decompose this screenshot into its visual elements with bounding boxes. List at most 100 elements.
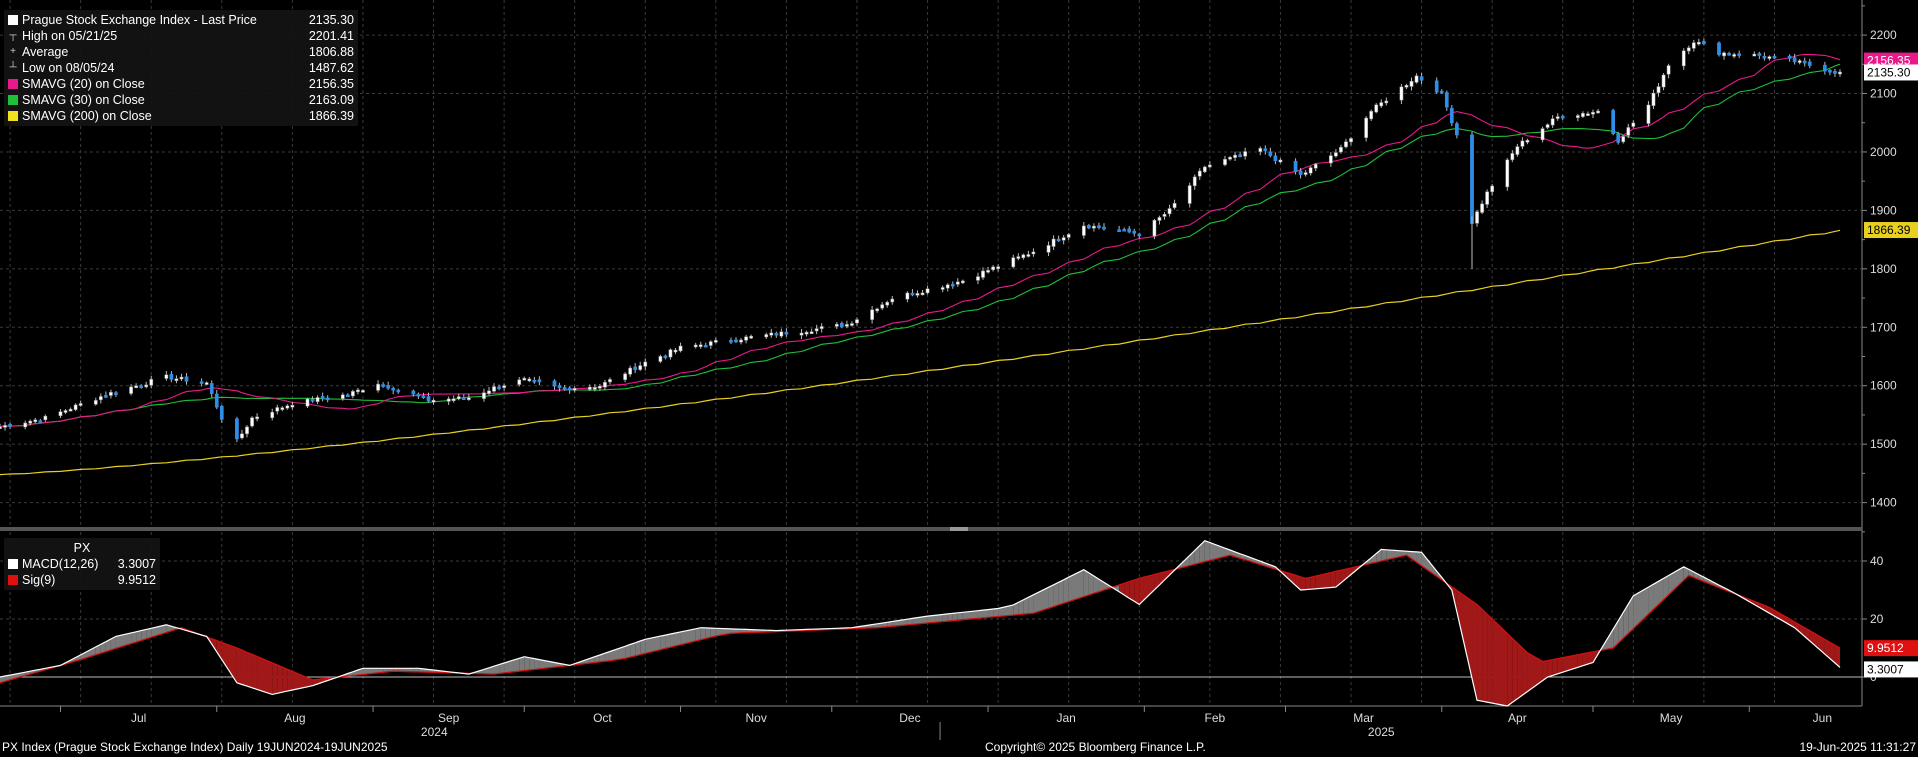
macd-fill-positive <box>660 635 666 650</box>
legend-label: Average <box>22 45 69 59</box>
candle-body <box>1117 229 1121 232</box>
macd-fill-negative <box>1487 614 1493 704</box>
macd-fill-positive <box>1245 555 1261 565</box>
macd-fill-negative <box>287 669 293 692</box>
candle-body <box>1208 164 1212 168</box>
candle-body <box>320 396 325 399</box>
candle-body <box>976 276 980 281</box>
candle-body <box>834 323 839 327</box>
candle-body <box>1016 256 1021 259</box>
candle-body <box>1066 234 1071 238</box>
candle-body <box>713 340 718 343</box>
candle-body <box>1621 136 1626 143</box>
candle-body <box>517 379 522 385</box>
macd-fill-positive <box>131 631 137 644</box>
candle-body <box>1691 42 1696 49</box>
x-tick-label: Apr <box>1508 711 1527 725</box>
candle-body <box>487 390 491 394</box>
candle-body <box>381 384 385 387</box>
candle-body <box>850 323 854 326</box>
macd-fill-positive <box>635 641 641 656</box>
candle-body <box>98 396 103 401</box>
candle-body <box>1515 146 1520 155</box>
x-tick-label: Nov <box>745 711 766 725</box>
macd-fill-positive <box>1088 572 1094 595</box>
candle-body <box>199 381 204 384</box>
low-marker-icon: ┴ <box>9 62 17 73</box>
candle-body <box>104 395 108 398</box>
legend-label: SMAVG (200) on Close <box>22 109 152 123</box>
macd-fill-positive <box>882 622 888 628</box>
candle-body <box>1011 257 1016 268</box>
candle-body <box>280 407 285 410</box>
high-marker-icon: ┬ <box>9 30 17 41</box>
candle-body <box>1626 127 1631 136</box>
candle-body <box>996 266 1000 269</box>
candle-body <box>572 388 577 391</box>
sma200-line <box>0 229 1841 476</box>
candle-body <box>1339 146 1343 153</box>
macd-fill-negative <box>282 667 288 693</box>
candle-body <box>1656 86 1661 93</box>
legend-swatch-icon <box>8 95 18 105</box>
macd-fill-positive <box>736 629 742 634</box>
legend-swatch-icon <box>8 15 18 25</box>
macd-value-tag: 3.3007 <box>1867 662 1904 676</box>
candle-body <box>678 345 683 352</box>
footer-copyright: Copyright© 2025 Bloomberg Finance L.P. <box>985 740 1206 754</box>
candle-body <box>1475 211 1479 224</box>
candle-body <box>819 326 824 329</box>
legend-value: 1487.62 <box>308 61 354 75</box>
candle-body <box>1520 140 1525 147</box>
candle-body <box>603 382 607 388</box>
candle-body <box>451 398 456 402</box>
candle-body <box>991 266 995 270</box>
candle-body <box>1132 230 1137 234</box>
candle-body <box>1455 123 1459 136</box>
macd-fill-positive <box>1618 612 1624 644</box>
macd-fill-positive <box>1628 595 1634 634</box>
candle-body <box>1616 133 1621 143</box>
candle-body <box>1349 138 1353 143</box>
candle-body <box>1752 53 1757 57</box>
candle-body <box>1631 122 1636 127</box>
macd-fill-positive <box>609 646 626 661</box>
candle-body <box>537 379 542 383</box>
candle-body <box>8 424 12 427</box>
macd-fill-positive <box>141 629 147 641</box>
macd-fill-positive <box>95 644 101 655</box>
x-tick-label: Dec <box>899 711 920 725</box>
x-tick-label: Feb <box>1205 711 1226 725</box>
macd-fill-negative <box>1547 659 1553 677</box>
candle-body <box>245 426 249 435</box>
macd-fill-positive <box>599 653 605 662</box>
candle-body <box>250 417 254 427</box>
candle-body <box>1238 154 1242 158</box>
candle-body <box>855 319 859 324</box>
candle-body <box>356 389 360 393</box>
candle-body <box>698 344 703 347</box>
macd-fill-positive <box>675 631 681 646</box>
candle-body <box>693 344 698 348</box>
legend-row: SMAVG (30) on Close 2163.09 <box>8 92 354 108</box>
macd-fill-negative <box>1310 576 1316 590</box>
macd-fill-positive <box>494 664 500 675</box>
legend-row: SMAVG (20) on Close 2156.35 <box>8 76 354 92</box>
candle-body <box>905 292 910 300</box>
candle-body <box>729 339 733 343</box>
y-tick-label: 1400 <box>1870 496 1897 510</box>
macd-fill-positive <box>710 628 716 638</box>
candle-body <box>1379 102 1384 107</box>
candle-body <box>1223 158 1227 166</box>
legend-row: + Average 1806.88 <box>8 44 354 60</box>
candle-body <box>1202 166 1207 173</box>
candle-body <box>1540 128 1545 141</box>
macd-fill-positive <box>529 657 535 671</box>
y-tick-label: 1500 <box>1870 437 1897 451</box>
macd-fill-positive <box>730 628 736 634</box>
macd-fill-positive <box>977 610 984 619</box>
macd-fill-negative <box>277 665 283 694</box>
last-price-tag: 2135.30 <box>1867 65 1911 79</box>
legend-value: 3.3007 <box>117 557 156 571</box>
candle-body <box>779 331 784 337</box>
